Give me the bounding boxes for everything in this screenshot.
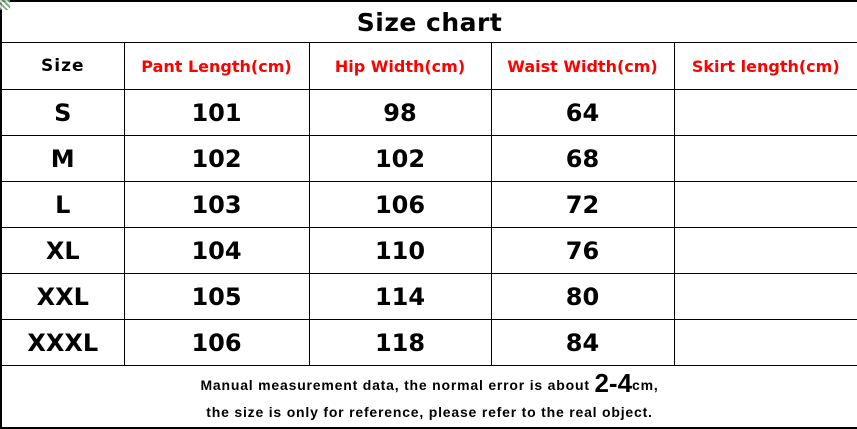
size-cell: L bbox=[0, 181, 125, 228]
header-row: Size Pant Length(cm) Hip Width(cm) Waist… bbox=[0, 42, 857, 90]
waist-width-cell: 80 bbox=[490, 273, 675, 320]
size-cell: XXL bbox=[0, 273, 125, 320]
skirt-length-cell bbox=[673, 135, 857, 182]
table-row-xl: XL 104 110 76 bbox=[0, 227, 857, 274]
hip-width-cell: 110 bbox=[308, 227, 492, 274]
skirt-length-cell bbox=[673, 227, 857, 274]
pant-length-cell: 105 bbox=[123, 273, 310, 320]
table-row-l: L 103 106 72 bbox=[0, 181, 857, 228]
hip-width-cell: 102 bbox=[308, 135, 492, 182]
column-header-size: Size bbox=[0, 42, 125, 90]
pant-length-cell: 103 bbox=[123, 181, 310, 228]
size-cell: XL bbox=[0, 227, 125, 274]
column-header-waist-width: Waist Width(cm) bbox=[490, 42, 675, 90]
waist-width-cell: 76 bbox=[490, 227, 675, 274]
size-cell: S bbox=[0, 89, 125, 136]
waist-width-cell: 68 bbox=[490, 135, 675, 182]
hip-width-cell: 106 bbox=[308, 181, 492, 228]
skirt-length-cell bbox=[673, 273, 857, 320]
note-line-1-suffix: cm, bbox=[632, 377, 659, 393]
pant-length-cell: 101 bbox=[123, 89, 310, 136]
size-cell: M bbox=[0, 135, 125, 182]
pant-length-cell: 102 bbox=[123, 135, 310, 182]
table-row-xxl: XXL 105 114 80 bbox=[0, 273, 857, 320]
column-header-hip-width: Hip Width(cm) bbox=[308, 42, 492, 90]
waist-width-cell: 84 bbox=[490, 319, 675, 366]
hip-width-cell: 118 bbox=[308, 319, 492, 366]
column-header-skirt-length: Skirt length(cm) bbox=[673, 42, 857, 90]
skirt-length-cell bbox=[673, 89, 857, 136]
skirt-length-cell bbox=[673, 319, 857, 366]
footer-note: Manual measurement data, the normal erro… bbox=[0, 365, 857, 429]
table-row-s: S 101 98 64 bbox=[0, 89, 857, 136]
hip-width-cell: 114 bbox=[308, 273, 492, 320]
waist-width-cell: 72 bbox=[490, 181, 675, 228]
page-title: Size chart bbox=[0, 0, 857, 43]
note-line-1-prefix: Manual measurement data, the normal erro… bbox=[200, 377, 595, 393]
hip-width-cell: 98 bbox=[308, 89, 492, 136]
table-row-xxxl: XXXL 106 118 84 bbox=[0, 319, 857, 366]
pant-length-cell: 106 bbox=[123, 319, 310, 366]
size-cell: XXXL bbox=[0, 319, 125, 366]
pant-length-cell: 104 bbox=[123, 227, 310, 274]
note-error-range: 2-4 bbox=[594, 368, 633, 398]
column-header-pant-length: Pant Length(cm) bbox=[123, 42, 310, 90]
note-line-1: Manual measurement data, the normal erro… bbox=[2, 368, 857, 400]
skirt-length-cell bbox=[673, 181, 857, 228]
footer-row: Manual measurement data, the normal erro… bbox=[0, 365, 857, 429]
note-line-2: the size is only for reference, please r… bbox=[206, 404, 653, 420]
title-row: Size chart bbox=[0, 0, 857, 43]
waist-width-cell: 64 bbox=[490, 89, 675, 136]
table-row-m: M 102 102 68 bbox=[0, 135, 857, 182]
